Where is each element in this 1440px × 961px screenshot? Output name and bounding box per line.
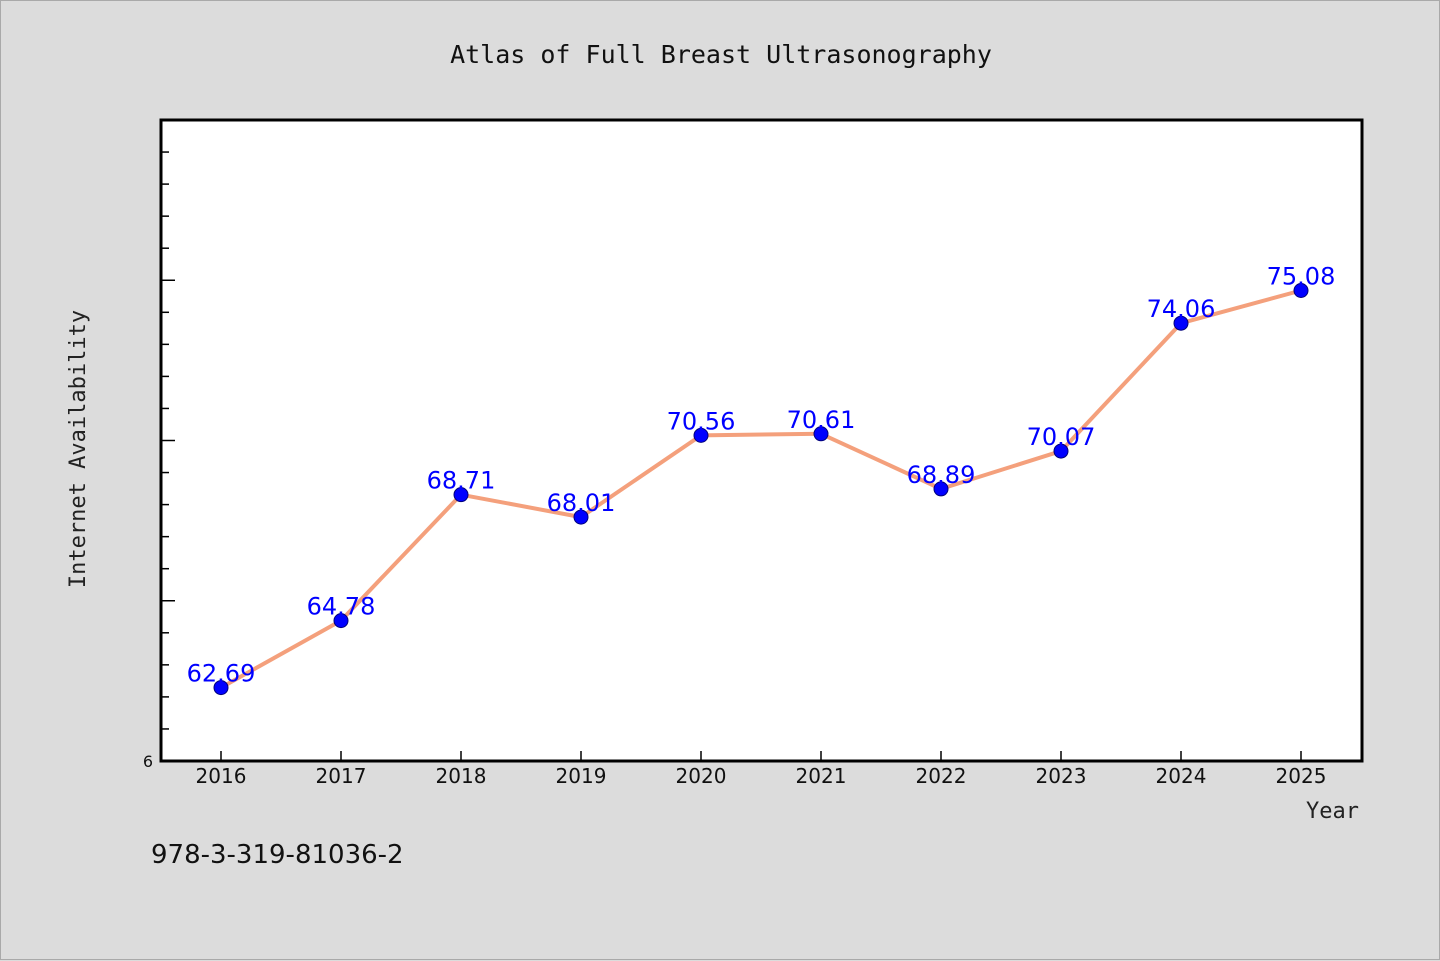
x-tick-label: 2025 xyxy=(1276,764,1327,788)
x-tick-label: 2023 xyxy=(1036,764,1087,788)
data-point xyxy=(213,680,229,696)
x-tick-label: 2018 xyxy=(436,764,487,788)
data-label: 75.08 xyxy=(1267,263,1336,291)
data-label: 70.61 xyxy=(787,406,856,434)
x-axis-ticks xyxy=(220,751,1302,761)
x-tick-label: 2022 xyxy=(916,764,967,788)
data-label: 68.89 xyxy=(907,461,976,489)
x-tick-label: 2016 xyxy=(196,764,247,788)
plot-area xyxy=(159,118,1364,763)
x-tick-label: 2021 xyxy=(796,764,847,788)
data-label: 70.07 xyxy=(1027,423,1096,451)
isbn-footer: 978-3-319-81036-2 xyxy=(151,840,404,870)
data-label: 70.56 xyxy=(667,407,736,435)
x-tick-label: 2024 xyxy=(1156,764,1207,788)
x-axis-label: Year xyxy=(1306,799,1359,824)
y-axis-ticks xyxy=(161,151,175,730)
data-point xyxy=(573,509,589,525)
x-tick-label: 2020 xyxy=(676,764,727,788)
y-axis-label: Internet Availability xyxy=(66,310,91,588)
data-point xyxy=(933,481,949,497)
series-line xyxy=(219,288,1303,690)
data-point xyxy=(1173,315,1189,331)
data-point xyxy=(1293,283,1309,299)
x-axis-tick-labels: 2016 2017 2018 2019 2020 2021 2022 2023 2024 2025 xyxy=(196,764,1327,788)
x-tick-label: 2017 xyxy=(316,764,367,788)
series-points xyxy=(213,283,1309,696)
data-point xyxy=(1053,443,1069,459)
data-point xyxy=(693,427,709,443)
x-tick-label: 2019 xyxy=(556,764,607,788)
data-point xyxy=(813,426,829,442)
data-point xyxy=(333,613,349,629)
chart-title: Atlas of Full Breast Ultrasonography xyxy=(450,40,992,69)
data-label: 68.71 xyxy=(427,467,496,495)
series-data-labels: 62.69 64.78 68.71 68.01 70.56 70.61 68.89 70.07… xyxy=(187,263,1336,688)
data-label: 68.01 xyxy=(547,489,616,517)
data-label: 62.69 xyxy=(187,660,256,688)
data-point xyxy=(453,487,469,503)
data-label: 64.78 xyxy=(307,593,376,621)
data-label: 74.06 xyxy=(1147,295,1216,323)
y-axis-min-tick-label: 6 xyxy=(143,752,153,771)
